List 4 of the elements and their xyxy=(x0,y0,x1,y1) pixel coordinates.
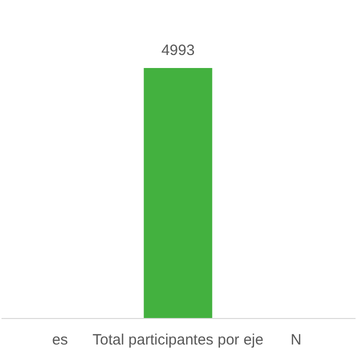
x-tick-label: N xyxy=(290,332,302,348)
data-label: 4993 xyxy=(161,42,195,59)
x-tick-label: Total participantes por eje xyxy=(92,332,264,348)
x-tick-label: es xyxy=(52,332,68,348)
